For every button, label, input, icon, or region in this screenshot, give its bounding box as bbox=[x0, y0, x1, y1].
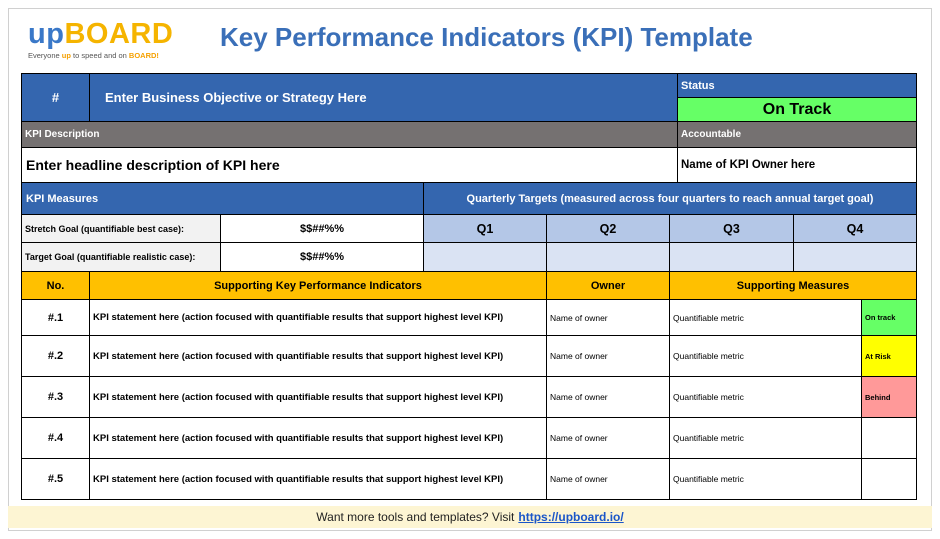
page-title: Key Performance Indicators (KPI) Templat… bbox=[220, 22, 753, 52]
row-status[interactable]: On track bbox=[861, 299, 917, 336]
row-number: #.1 bbox=[21, 299, 90, 336]
kpi-headline[interactable]: Enter headline description of KPI here bbox=[21, 147, 678, 183]
row-number: #.2 bbox=[21, 335, 90, 377]
q3-target-cell[interactable] bbox=[669, 242, 794, 272]
stretch-goal-label: Stretch Goal (quantifiable best case): bbox=[21, 214, 221, 243]
stretch-goal-value[interactable]: $$##%% bbox=[220, 214, 424, 243]
upboard-logo: upBOARD Everyone up to speed and on BOAR… bbox=[28, 18, 173, 60]
quarter-q1: Q1 bbox=[423, 214, 547, 243]
q1-target-cell[interactable] bbox=[423, 242, 547, 272]
row-status[interactable]: At Risk bbox=[861, 335, 917, 377]
row-status[interactable] bbox=[861, 417, 917, 459]
row-status[interactable]: Behind bbox=[861, 376, 917, 418]
row-owner[interactable]: Name of owner bbox=[546, 458, 670, 500]
logo-tagline: Everyone up to speed and on BOARD! bbox=[28, 51, 159, 60]
footer-text: Want more tools and templates? Visit bbox=[316, 510, 515, 524]
kpi-statement[interactable]: KPI statement here (action focused with … bbox=[89, 417, 547, 459]
row-owner[interactable]: Name of owner bbox=[546, 335, 670, 377]
col-header-measures: Supporting Measures bbox=[669, 271, 917, 300]
col-header-no: No. bbox=[21, 271, 90, 300]
business-objective[interactable]: Enter Business Objective or Strategy Her… bbox=[89, 73, 678, 122]
target-goal-value[interactable]: $$##%% bbox=[220, 242, 424, 272]
footer-banner: Want more tools and templates? Visit htt… bbox=[8, 506, 932, 528]
row-owner[interactable]: Name of owner bbox=[546, 299, 670, 336]
quarterly-targets-label: Quarterly Targets (measured across four … bbox=[423, 182, 917, 215]
row-metric[interactable]: Quantifiable metric bbox=[669, 335, 862, 377]
row-metric[interactable]: Quantifiable metric bbox=[669, 376, 862, 418]
quarter-q2: Q2 bbox=[546, 214, 670, 243]
quarter-q3: Q3 bbox=[669, 214, 794, 243]
kpi-owner-name[interactable]: Name of KPI Owner here bbox=[677, 147, 917, 183]
quarter-q4: Q4 bbox=[793, 214, 917, 243]
col-header-kpi: Supporting Key Performance Indicators bbox=[89, 271, 547, 300]
status-value[interactable]: On Track bbox=[677, 97, 917, 122]
row-owner[interactable]: Name of owner bbox=[546, 376, 670, 418]
row-owner[interactable]: Name of owner bbox=[546, 417, 670, 459]
q4-target-cell[interactable] bbox=[793, 242, 917, 272]
row-metric[interactable]: Quantifiable metric bbox=[669, 299, 862, 336]
row-number: #.4 bbox=[21, 417, 90, 459]
col-header-owner: Owner bbox=[546, 271, 670, 300]
row-metric[interactable]: Quantifiable metric bbox=[669, 458, 862, 500]
status-label: Status bbox=[677, 73, 917, 98]
footer-link[interactable]: https://upboard.io/ bbox=[518, 510, 624, 524]
row-number: #.5 bbox=[21, 458, 90, 500]
accountable-label: Accountable bbox=[677, 121, 917, 148]
kpi-statement[interactable]: KPI statement here (action focused with … bbox=[89, 458, 547, 500]
kpi-statement[interactable]: KPI statement here (action focused with … bbox=[89, 335, 547, 377]
kpi-statement[interactable]: KPI statement here (action focused with … bbox=[89, 376, 547, 418]
row-number: #.3 bbox=[21, 376, 90, 418]
kpi-statement[interactable]: KPI statement here (action focused with … bbox=[89, 299, 547, 336]
q2-target-cell[interactable] bbox=[546, 242, 670, 272]
target-goal-label: Target Goal (quantifiable realistic case… bbox=[21, 242, 221, 272]
logo-wordmark: upBOARD bbox=[28, 18, 174, 50]
kpi-measures-label: KPI Measures bbox=[21, 182, 424, 215]
row-metric[interactable]: Quantifiable metric bbox=[669, 417, 862, 459]
row-status[interactable] bbox=[861, 458, 917, 500]
number-header: # bbox=[21, 73, 90, 122]
kpi-description-label: KPI Description bbox=[21, 121, 678, 148]
